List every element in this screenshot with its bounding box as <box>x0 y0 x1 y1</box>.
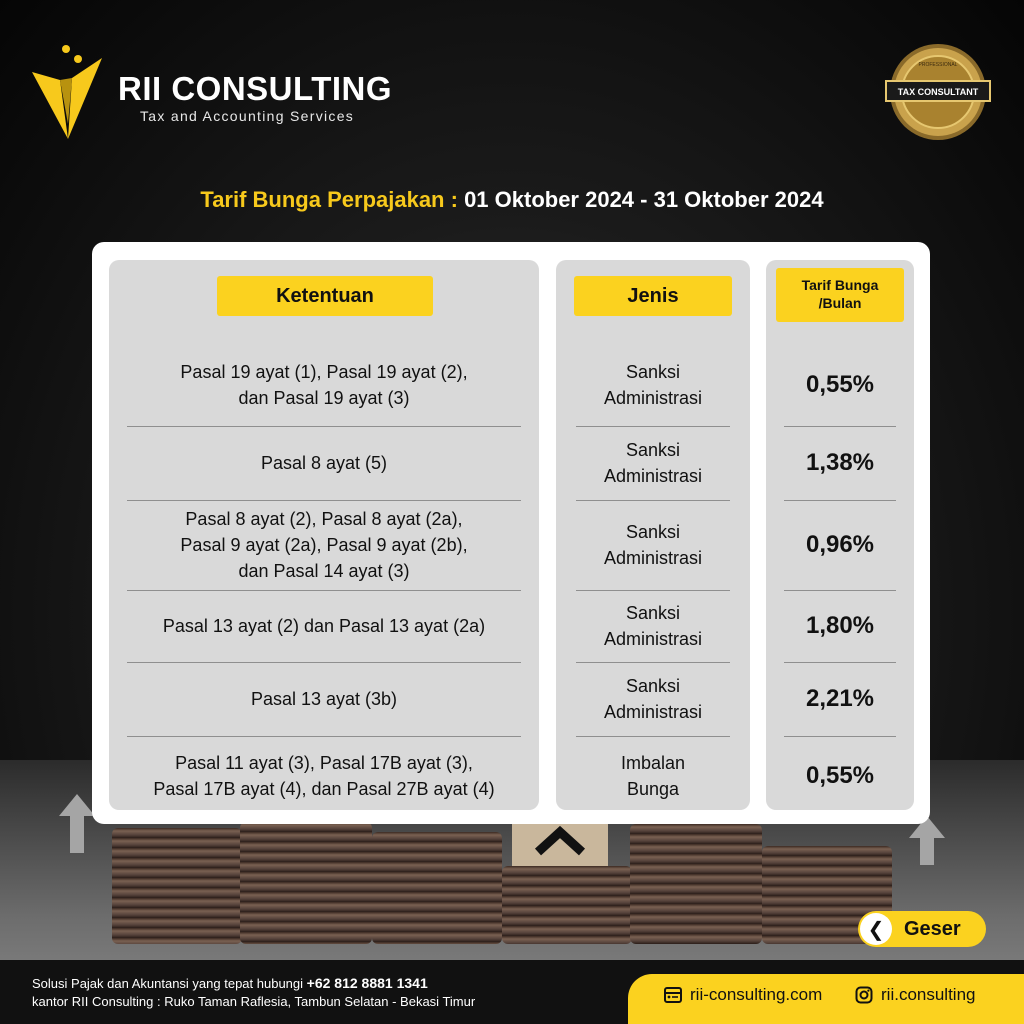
jenis-line: Sanksi <box>625 362 681 382</box>
jenis-cell: Sanksi Administrasi <box>556 426 750 500</box>
jenis-line: Administrasi <box>603 466 703 486</box>
jenis-line: Sanksi <box>625 676 681 696</box>
ketentuan-line: Pasal 9 ayat (2a), Pasal 9 ayat (2b), <box>180 535 468 555</box>
instagram-text: rii.consulting <box>881 985 976 1004</box>
coin-stack <box>240 822 372 944</box>
website-link[interactable]: rii-consulting.com <box>664 985 822 1005</box>
row-separator <box>127 736 521 737</box>
tarif-header-line1: Tarif Bunga <box>801 277 879 293</box>
ketentuan-line: Pasal 13 ayat (2) dan Pasal 13 ayat (2a) <box>162 616 486 636</box>
row-separator <box>576 590 730 591</box>
up-arrow-left-icon <box>59 794 95 816</box>
globe-icon <box>664 987 682 1003</box>
tax-consultant-badge-icon: TAX CONSULTANT PROFESSIONAL <box>885 44 991 140</box>
instagram-link[interactable]: rii.consulting <box>855 985 976 1005</box>
tarif-cell: 1,38% <box>805 449 875 476</box>
footer-phone: +62 812 8881 1341 <box>306 975 428 991</box>
row-separator <box>127 426 521 427</box>
ketentuan-line: dan Pasal 19 ayat (3) <box>238 388 410 408</box>
row-separator <box>784 590 896 591</box>
tarif-cell: 0,96% <box>805 531 875 558</box>
jenis-line: Imbalan <box>620 753 686 773</box>
tarif-cell: 1,80% <box>805 612 875 639</box>
ketentuan-cell: Pasal 11 ayat (3), Pasal 17B ayat (3), Pa… <box>109 736 539 816</box>
chevron-up-icon <box>534 825 586 856</box>
ketentuan-column: Ketentuan Pasal 19 ayat (1), Pasal 19 ay… <box>109 260 539 810</box>
ketentuan-line: Pasal 11 ayat (3), Pasal 17B ayat (3), <box>175 753 473 773</box>
row-separator <box>127 662 521 663</box>
jenis-cell: Sanksi Administrasi <box>556 590 750 662</box>
footer-line1: Solusi Pajak dan Akuntansi yang tepat hu… <box>32 976 304 991</box>
row-separator <box>576 426 730 427</box>
row-separator <box>784 426 896 427</box>
jenis-line: Administrasi <box>603 702 703 722</box>
ketentuan-line: Pasal 8 ayat (2), Pasal 8 ayat (2a), <box>185 509 463 529</box>
instagram-icon <box>855 986 873 1004</box>
row-separator <box>784 662 896 663</box>
row-separator <box>576 736 730 737</box>
coin-stack <box>112 828 242 944</box>
jenis-cell: Imbalan Bunga <box>556 736 750 816</box>
row-separator <box>784 500 896 501</box>
tarif-cell: 0,55% <box>805 762 875 789</box>
tarif-column: Tarif Bunga /Bulan 0,55% 1,38% 0,96% 1,80% 2… <box>766 260 914 810</box>
ketentuan-line: Pasal 17B ayat (4), dan Pasal 27B ayat (… <box>153 779 495 799</box>
ketentuan-cell: Pasal 8 ayat (5) <box>109 426 539 500</box>
badge-top-text: PROFESSIONAL <box>919 62 958 68</box>
jenis-line: Sanksi <box>625 603 681 623</box>
row-separator <box>127 500 521 501</box>
ketentuan-header: Ketentuan <box>217 276 433 316</box>
chevron-left-icon: ❮ <box>860 913 892 945</box>
ketentuan-cell: Pasal 8 ayat (2), Pasal 8 ayat (2a), Pasa… <box>109 500 539 590</box>
jenis-line: Bunga <box>626 779 680 799</box>
coin-stack <box>502 866 632 944</box>
tarif-cell: 2,21% <box>805 685 875 712</box>
jenis-line: Administrasi <box>603 548 703 568</box>
tarif-cell: 0,55% <box>805 371 875 398</box>
brand-tagline: Tax and Accounting Services <box>140 108 355 124</box>
tarif-header: Tarif Bunga /Bulan <box>776 268 904 322</box>
jenis-cell: Sanksi Administrasi <box>556 662 750 736</box>
rii-logo-icon <box>32 45 102 139</box>
title-prefix: Tarif Bunga Perpajakan : <box>200 187 458 212</box>
jenis-column: Jenis Sanksi Administrasi Sanksi Administra… <box>556 260 750 810</box>
footer-contact-line: Solusi Pajak dan Akuntansi yang tepat hu… <box>32 975 428 991</box>
rate-table-card: Ketentuan Pasal 19 ayat (1), Pasal 19 ay… <box>92 242 930 824</box>
jenis-line: Sanksi <box>625 522 681 542</box>
brand-name: RII CONSULTING <box>118 70 393 107</box>
badge-text: TAX CONSULTANT <box>898 87 979 97</box>
row-separator <box>127 590 521 591</box>
page-title: Tarif Bunga Perpajakan : 01 Oktober 2024… <box>0 187 1024 213</box>
footer-address: kantor RII Consulting : Ruko Taman Rafle… <box>32 994 476 1009</box>
ketentuan-line: dan Pasal 14 ayat (3) <box>238 561 410 581</box>
coin-stack <box>630 824 762 944</box>
tarif-header-line2: /Bulan <box>818 295 862 311</box>
website-text: rii-consulting.com <box>690 985 823 1004</box>
ketentuan-line: Pasal 8 ayat (5) <box>260 453 388 473</box>
coin-stack <box>372 832 502 944</box>
title-period: 01 Oktober 2024 - 31 Oktober 2024 <box>464 187 824 212</box>
jenis-line: Administrasi <box>603 388 703 408</box>
ketentuan-line: Pasal 13 ayat (3b) <box>250 689 398 709</box>
up-arrow-right-stem <box>920 837 934 865</box>
footer-social-bar <box>628 974 1024 1024</box>
row-separator <box>576 500 730 501</box>
up-arrow-left-stem <box>70 815 84 853</box>
next-slide-label: Geser <box>904 918 961 940</box>
ketentuan-cell: Pasal 13 ayat (2) dan Pasal 13 ayat (2a) <box>109 590 539 662</box>
jenis-line: Administrasi <box>603 629 703 649</box>
ketentuan-line: Pasal 19 ayat (1), Pasal 19 ayat (2), <box>180 362 468 382</box>
row-separator <box>576 662 730 663</box>
jenis-cell: Sanksi Administrasi <box>556 500 750 590</box>
ketentuan-cell: Pasal 19 ayat (1), Pasal 19 ayat (2), dan… <box>109 344 539 426</box>
next-slide-button[interactable]: ❮ Geser <box>858 911 986 947</box>
ketentuan-cell: Pasal 13 ayat (3b) <box>109 662 539 736</box>
row-separator <box>784 736 896 737</box>
jenis-line: Sanksi <box>625 440 681 460</box>
jenis-cell: Sanksi Administrasi <box>556 344 750 426</box>
jenis-header: Jenis <box>574 276 732 316</box>
